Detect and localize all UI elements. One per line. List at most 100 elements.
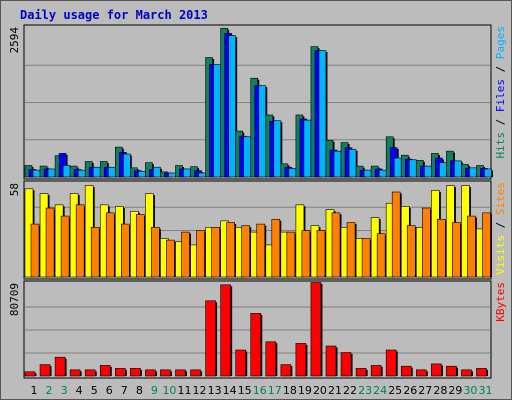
x-tick-label-day-13: 13: [208, 384, 222, 397]
bar-pages-day-19: [303, 119, 312, 178]
x-tick-label-day-16: 16: [253, 384, 267, 397]
bar-pages-day-5: [92, 166, 101, 178]
bar-sites-day-6: [105, 212, 115, 278]
x-tick-label-day-7: 7: [121, 384, 128, 397]
bar-kbytes-day-28: [431, 363, 442, 377]
bar-sites-day-21: [331, 212, 341, 278]
bar-sites-day-3: [60, 215, 70, 278]
bar-pages-day-29: [454, 160, 462, 178]
bar-kbytes-day-14: [220, 284, 231, 377]
bar-kbytes-day-19: [295, 343, 307, 377]
bar-kbytes-day-6: [99, 365, 111, 377]
legend: KBytes: [494, 282, 507, 322]
bar-kbytes-day-5: [84, 369, 96, 377]
bar-kbytes-day-12: [190, 369, 201, 377]
bar-sites-day-18: [286, 231, 296, 278]
x-tick-label-day-18: 18: [283, 384, 297, 397]
bar-pages-day-27: [423, 165, 432, 178]
x-tick-label-day-19: 19: [298, 384, 312, 397]
bar-kbytes-day-18: [280, 364, 292, 377]
bar-sites-day-31: [482, 212, 491, 278]
bar-sites-day-14: [226, 222, 235, 278]
bar-sites-day-7: [121, 223, 130, 278]
bar-sites-day-11: [181, 231, 190, 278]
x-tick-label-day-1: 1: [31, 384, 38, 397]
bar-kbytes-day-27: [415, 369, 427, 377]
bar-kbytes-day-9: [145, 369, 156, 377]
y-axis-max-label: 2594: [8, 27, 21, 54]
bar-pages-day-24: [378, 169, 387, 178]
bar-sites-day-5: [90, 226, 100, 278]
legend-separator: /: [494, 112, 507, 132]
bar-kbytes-day-2: [39, 364, 51, 377]
bar-sites-day-24: [376, 233, 386, 278]
bar-sites-day-15: [241, 225, 250, 278]
bar-kbytes-day-11: [175, 369, 186, 377]
bar-sites-day-26: [406, 225, 416, 278]
x-axis-day-labels: 1 2 3 4 5 6 7 8 9 10 11 12 13 14 15 16 17 18 19 20 21 22 23 24 2…: [31, 384, 493, 397]
bar-kbytes-day-3: [54, 356, 66, 377]
bar-sites-day-16: [256, 223, 266, 278]
bar-sites-day-27: [421, 207, 431, 278]
legend-kbytes: KBytes: [494, 282, 507, 322]
x-tick-label-day-27: 27: [418, 384, 432, 397]
bar-pages-day-3: [62, 165, 71, 178]
bar-pages-day-14: [228, 35, 236, 178]
bar-pages-day-25: [393, 157, 402, 178]
x-tick-label-day-23: 23: [358, 384, 372, 397]
bar-pages-day-23: [363, 169, 372, 178]
bar-kbytes-day-10: [160, 369, 171, 377]
bar-pages-day-18: [288, 168, 297, 178]
chart-panels: 2594 Hits / Files / Pages 58 Visits / Sites…: [8, 24, 507, 379]
x-tick-label-day-26: 26: [403, 384, 417, 397]
bar-kbytes-day-30: [461, 369, 472, 377]
bar-pages-day-28: [439, 162, 447, 178]
bar-sites-day-10: [166, 239, 175, 278]
bar-sites-day-19: [301, 230, 311, 278]
bar-sites-day-9: [151, 226, 160, 278]
x-tick-label-day-6: 6: [106, 384, 113, 397]
bar-sites-day-1: [30, 223, 40, 278]
legend-pages: Pages: [494, 26, 507, 59]
chart-title: Daily usage for March 2013: [20, 8, 208, 22]
bar-pages-day-12: [198, 172, 206, 178]
bar-kbytes-day-17: [265, 341, 277, 377]
bar-pages-day-2: [47, 168, 56, 178]
y-axis-max-label: 80709: [8, 283, 21, 316]
x-tick-label-day-25: 25: [388, 384, 402, 397]
bar-kbytes-day-29: [446, 365, 457, 377]
panel-hits-files-pages: 2594 Hits / Files / Pages: [8, 24, 507, 180]
bar-pages-day-6: [107, 166, 116, 178]
bar-pages-day-26: [408, 159, 417, 178]
bar-sites-day-23: [361, 238, 371, 278]
bar-sites-day-4: [75, 204, 85, 278]
bar-sites-day-30: [467, 215, 476, 278]
bar-pages-day-10: [168, 172, 176, 178]
bar-pages-day-22: [348, 149, 357, 178]
bar-kbytes-day-20: [310, 282, 322, 377]
bar-pages-day-8: [138, 170, 146, 178]
bar-kbytes-day-13: [205, 300, 216, 377]
bar-kbytes-day-25: [385, 349, 397, 377]
x-tick-label-day-24: 24: [373, 384, 387, 397]
x-tick-label-day-31: 31: [479, 384, 493, 397]
bar-kbytes-day-16: [250, 313, 262, 377]
x-tick-label-day-21: 21: [328, 384, 342, 397]
legend-sites: Sites: [494, 182, 507, 215]
x-tick-label-day-4: 4: [76, 384, 83, 397]
x-tick-label-day-29: 29: [448, 384, 462, 397]
bar-sites-day-28: [437, 218, 446, 278]
x-tick-label-day-14: 14: [223, 384, 237, 397]
bar-kbytes-day-1: [24, 371, 36, 377]
legend: Hits / Files / Pages: [494, 26, 507, 159]
panel-kbytes: 80709 KBytes: [8, 280, 507, 379]
x-tick-label-day-11: 11: [178, 384, 192, 397]
y-axis-max-label: 58: [8, 183, 21, 196]
bar-sites-day-13: [211, 226, 220, 278]
bar-pages-day-15: [243, 136, 251, 178]
bar-kbytes-day-15: [235, 349, 246, 377]
bar-pages-day-4: [77, 169, 86, 178]
x-tick-label-day-12: 12: [193, 384, 207, 397]
bar-pages-day-17: [273, 120, 282, 178]
